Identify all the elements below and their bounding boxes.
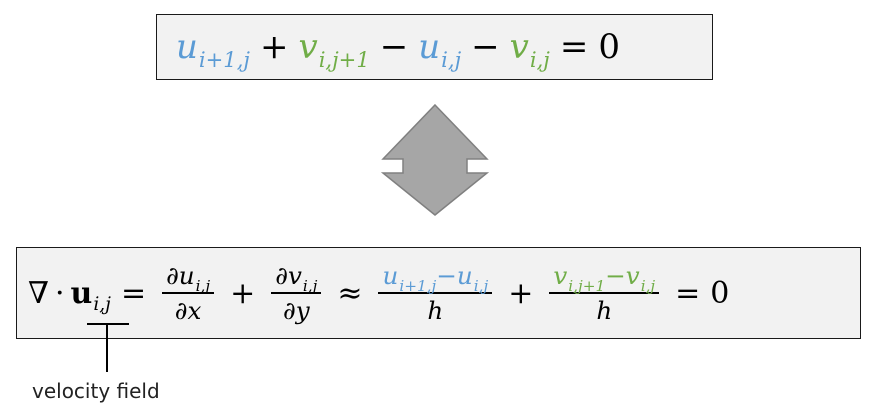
fraction-v-difference: vi,j+1−vi,j h — [549, 261, 660, 325]
minus-sign: − — [471, 27, 500, 67]
arrow-shape — [380, 103, 490, 216]
term-u-i-j: ui,j — [418, 27, 462, 72]
plus-sign: + — [230, 275, 256, 311]
callout-underline — [87, 323, 129, 325]
fraction-u-difference: ui+1,j−ui,j h — [378, 261, 493, 325]
velocity-u-bold: ui,j — [70, 275, 111, 316]
double-vertical-arrow-icon — [380, 103, 490, 216]
fraction-du-dx: ∂ui,j ∂x — [162, 261, 215, 325]
nabla-symbol: ∇ — [28, 275, 49, 311]
fraction-dv-dy: ∂vi,j ∂y — [271, 261, 322, 325]
bottom-equation: ∇ · ui,j = ∂ui,j ∂x + ∂vi,j ∂y ≈ ui+1,j−… — [28, 247, 729, 339]
callout-leader-line — [106, 324, 108, 372]
top-equation: ui+1,j + vi,j+1 − ui,j − vi,j = 0 — [176, 14, 620, 80]
top-equation-box — [156, 14, 713, 80]
equals-sign: = — [120, 275, 147, 311]
equals-sign: = — [675, 275, 701, 311]
equals-sign: = — [559, 27, 589, 67]
term-u-i+1-j: ui+1,j — [176, 27, 250, 72]
term-v-i-j+1: vi,j+1 — [298, 27, 370, 72]
velocity-field-label: velocity field — [32, 379, 160, 403]
minus-sign: − — [379, 27, 409, 67]
dot-operator: · — [54, 275, 65, 311]
approx-sign: ≈ — [337, 275, 363, 311]
plus-sign: + — [508, 275, 534, 311]
plus-sign: + — [259, 27, 289, 67]
term-v-i-j: vi,j — [509, 27, 550, 72]
rhs-zero: 0 — [710, 275, 730, 311]
rhs-zero: 0 — [598, 27, 620, 67]
